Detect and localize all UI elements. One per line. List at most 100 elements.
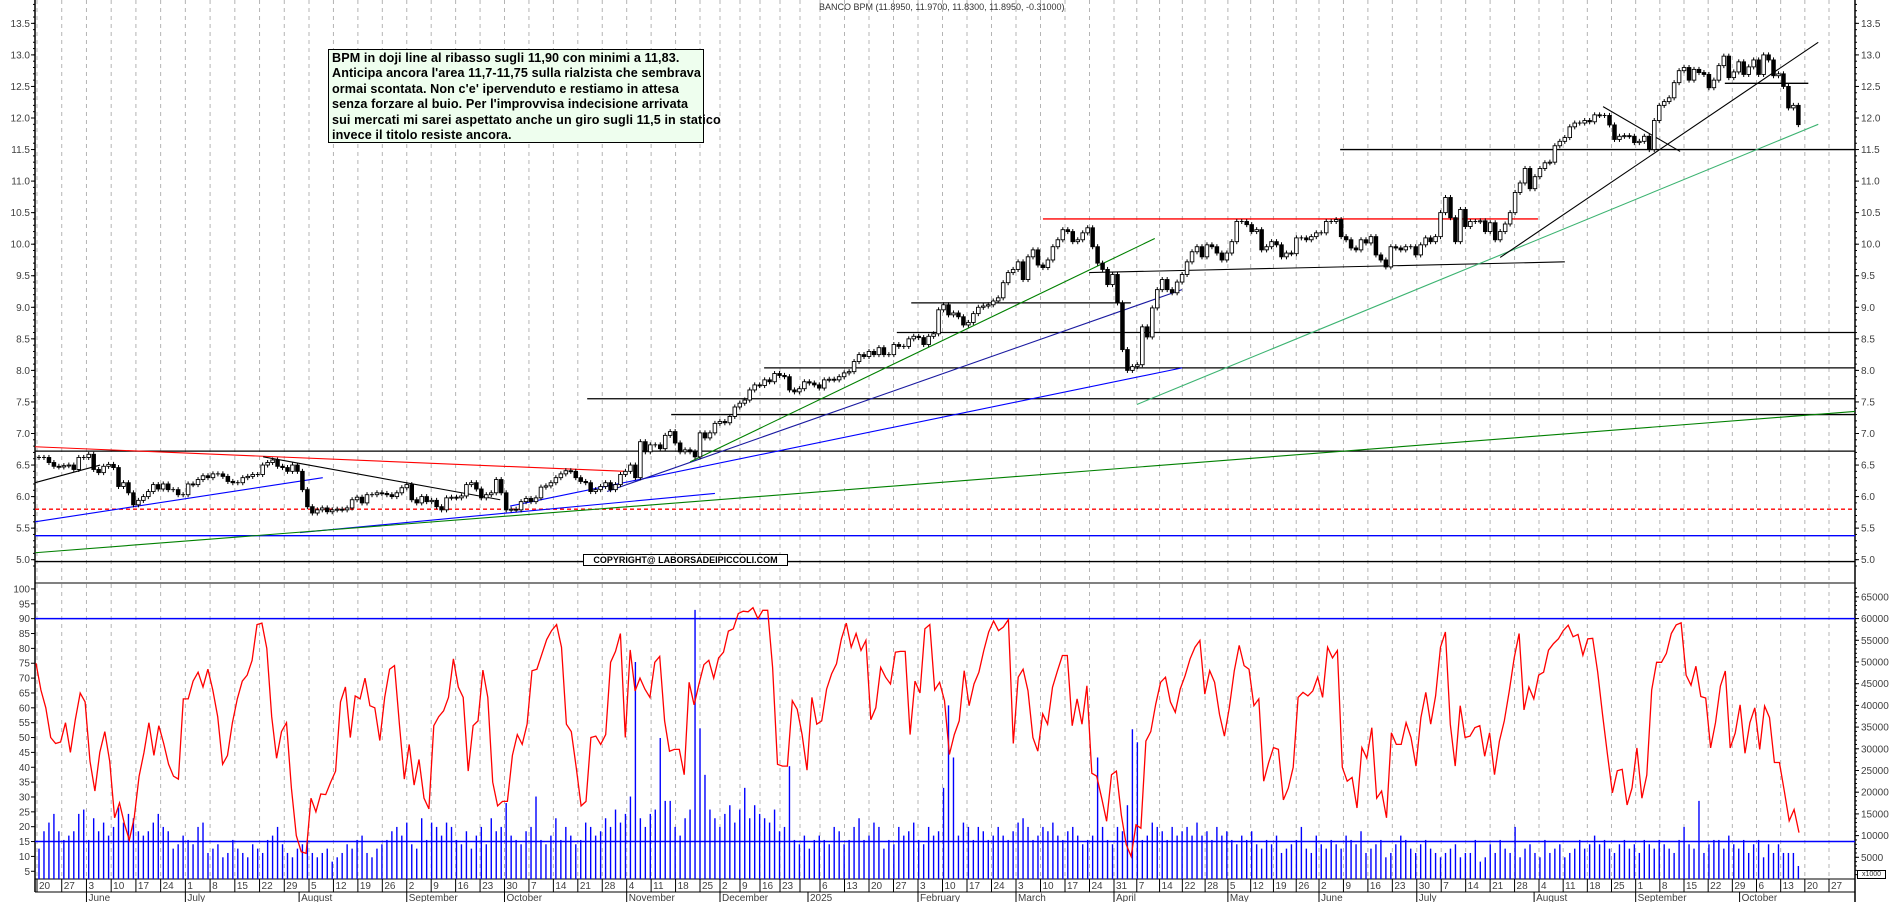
candle (548, 480, 554, 489)
candle (136, 497, 141, 508)
candle-body-up (1691, 68, 1697, 81)
candle-body-down (498, 479, 504, 494)
candle-body-down (677, 442, 683, 453)
candle (921, 335, 926, 348)
candle-body-up (995, 297, 1001, 302)
candle-body-down (1398, 247, 1404, 251)
candle (106, 461, 111, 469)
date-tick-label: 30 (1419, 881, 1431, 892)
candle-body-down (1587, 120, 1592, 123)
candle-body-down (1100, 262, 1105, 270)
candle-body-up (354, 496, 360, 501)
note-line: invece il titolo resiste ancora. (332, 128, 512, 143)
price-axis-left-label: 6.0 (16, 492, 30, 503)
candle-body-up (1403, 246, 1408, 251)
candle-body-up (1264, 246, 1269, 251)
candle (1666, 95, 1672, 105)
date-tick-label: 31 (1116, 881, 1128, 892)
candle-body-down (1115, 274, 1120, 304)
candle-body-down (225, 475, 231, 482)
candle-body-up (737, 402, 743, 408)
candle-body-up (1443, 197, 1448, 214)
candle (1398, 245, 1404, 253)
candle (200, 473, 206, 483)
candle-body-up (1423, 237, 1428, 246)
candle-body-up (742, 399, 747, 404)
candle (1656, 102, 1662, 124)
candle (449, 494, 454, 501)
candle-body-up (1711, 79, 1717, 89)
candle-body-up (106, 463, 111, 467)
candle (1627, 133, 1632, 139)
candle-body-up (712, 422, 718, 434)
candle (1661, 99, 1667, 108)
candle-body-up (469, 482, 474, 486)
candle-body-down (1492, 222, 1498, 241)
date-tick-label: 11 (1565, 881, 1576, 892)
candle (1592, 112, 1597, 125)
candle (901, 343, 906, 349)
candle (1716, 63, 1722, 83)
candle-body-up (185, 483, 191, 496)
candle-body-up (851, 361, 857, 373)
date-tick-label: 19 (1275, 881, 1287, 892)
candle (1125, 347, 1130, 373)
candle (81, 454, 86, 460)
candle-body-up (394, 492, 400, 498)
date-tick-label: 29 (1734, 881, 1746, 892)
candle-body-up (1368, 236, 1374, 244)
candle (479, 486, 484, 501)
candle-body-up (1557, 140, 1563, 147)
candle-body-down (190, 483, 196, 486)
candle (648, 442, 653, 455)
candle (1532, 174, 1538, 192)
candle-body-down (1373, 236, 1379, 256)
candle (141, 494, 146, 503)
candle-body-down (389, 494, 395, 498)
candle-body-up (404, 484, 410, 489)
candle (697, 430, 703, 460)
candle (1214, 244, 1220, 256)
candle-body-up (553, 477, 559, 484)
candle (379, 490, 385, 496)
price-axis-right-label: 7.5 (1861, 397, 1875, 408)
candle (976, 304, 981, 317)
candle-body-down (285, 467, 290, 472)
candle (1686, 64, 1692, 83)
teal-trendline (1136, 123, 1819, 405)
candle (1572, 120, 1577, 130)
candle (354, 494, 360, 503)
candle (836, 374, 842, 383)
candle-body-down (1244, 221, 1249, 226)
candle (1393, 244, 1399, 251)
candle-body-up (1418, 244, 1423, 256)
candle-body-up (399, 487, 405, 494)
candle (633, 462, 638, 481)
candle (444, 495, 449, 513)
candle-body-up (558, 473, 564, 479)
candle-body-up (1309, 236, 1314, 241)
date-tick-label: 29 (286, 881, 298, 892)
candle (533, 495, 539, 505)
black-up-right-trendline (1499, 41, 1819, 258)
candle (677, 440, 683, 455)
candle (305, 487, 310, 510)
candle (235, 480, 240, 486)
candle (265, 459, 270, 468)
candle (1632, 133, 1637, 146)
candle (165, 481, 171, 493)
candle-body-up (1284, 252, 1289, 258)
price-axis-left-label: 10.5 (11, 208, 31, 219)
candle-body-down (503, 492, 509, 511)
candle (1622, 133, 1627, 139)
candle-body-up (1716, 65, 1722, 81)
candle (404, 482, 410, 491)
candle (856, 352, 862, 365)
candle (1786, 83, 1791, 111)
candle-body-down (434, 499, 439, 508)
candle-body-down (439, 506, 444, 511)
candle-body-down (1786, 85, 1791, 109)
date-tick-label: 17 (969, 881, 981, 892)
candle-body-up (836, 376, 842, 381)
